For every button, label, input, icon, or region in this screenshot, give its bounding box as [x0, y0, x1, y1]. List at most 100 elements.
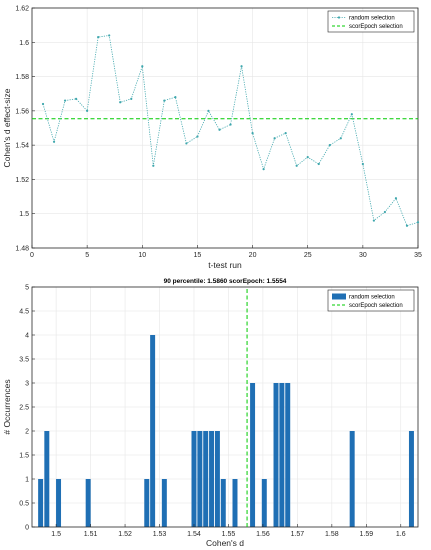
- data-point: [163, 99, 166, 102]
- data-point: [174, 96, 177, 99]
- histogram-bar: [191, 431, 197, 527]
- data-point: [295, 164, 298, 167]
- y-tick-label: 1.52: [15, 177, 29, 184]
- y-axis-label: # Occurrences: [2, 379, 12, 434]
- y-tick-label: 0.5: [19, 501, 29, 508]
- legend-swatch-random: [332, 293, 346, 300]
- data-point: [262, 168, 265, 171]
- y-tick-label: 2: [25, 429, 29, 436]
- y-tick-label: 1.5: [19, 453, 29, 460]
- y-tick-label: 3.5: [19, 357, 29, 364]
- histogram-bar: [279, 383, 285, 527]
- data-point: [416, 221, 420, 224]
- legend-box: [327, 10, 415, 33]
- legend-label-scorepoch: scorEpoch selection: [349, 303, 403, 309]
- x-tick-label: 15: [194, 252, 202, 259]
- histogram-bar: [214, 431, 220, 527]
- x-tick-label: 1.56: [256, 531, 270, 538]
- x-tick-label: 5: [85, 252, 89, 259]
- y-tick-label: 0: [25, 525, 29, 532]
- y-tick-label: 3: [25, 381, 29, 388]
- data-point: [339, 137, 342, 140]
- histogram-bar: [285, 383, 291, 527]
- data-point: [52, 140, 56, 143]
- data-point: [372, 219, 375, 222]
- x-tick-label: 1.6: [396, 531, 406, 538]
- data-point: [240, 65, 243, 68]
- x-tick-label: 1.55: [222, 531, 236, 538]
- x-tick-label: 1.58: [325, 531, 339, 538]
- y-tick-label: 1.56: [15, 108, 29, 115]
- histogram-bar: [408, 431, 414, 527]
- data-point: [86, 109, 89, 112]
- x-tick-label: 35: [414, 252, 422, 259]
- data-point: [141, 65, 144, 68]
- data-point: [108, 34, 111, 37]
- legend-label-scorepoch: scorEpoch selection: [349, 24, 403, 30]
- histogram-bar: [273, 383, 279, 527]
- series-random-line: [42, 34, 419, 227]
- data-point: [273, 137, 276, 140]
- x-tick-label: 10: [138, 252, 146, 259]
- histogram-bar: [44, 431, 50, 527]
- histogram-bar: [38, 479, 44, 527]
- y-tick-label: 1.5: [19, 211, 29, 218]
- data-point: [251, 132, 254, 135]
- data-point: [284, 132, 287, 135]
- x-axis-label: Cohen's d: [206, 538, 244, 548]
- x-tick-label: 25: [304, 252, 312, 259]
- histogram-chart: 1.5 1.51 1.52 1.53 1.54 1.55 1.56 1.57 1.58 1.59 1…: [2, 278, 419, 548]
- histogram-bar: [144, 479, 150, 527]
- x-tick-label: 0: [30, 252, 34, 259]
- x-tick-label: 1.53: [153, 531, 167, 538]
- x-tick-label: 1.51: [84, 531, 98, 538]
- chart-title: 90 percentile: 1.5860 scorEpoch: 1.5554: [164, 278, 287, 285]
- histogram-bar: [161, 479, 167, 527]
- histogram-bar: [203, 431, 209, 527]
- histogram-bar: [349, 431, 355, 527]
- data-point: [97, 36, 100, 39]
- data-point: [394, 197, 398, 200]
- data-point: [405, 224, 409, 227]
- data-point: [152, 164, 155, 167]
- histogram-bar: [220, 479, 226, 527]
- y-tick-label: 1: [25, 477, 29, 484]
- histogram-bar: [85, 479, 91, 527]
- data-point: [383, 210, 387, 214]
- data-point: [41, 102, 45, 106]
- histogram-bar: [197, 431, 203, 527]
- legend: random selection scorEpoch selection: [327, 289, 415, 312]
- y-tick-label: 1.58: [15, 74, 29, 81]
- x-tick-label: 20: [249, 252, 257, 259]
- x-tick-label: 1.57: [291, 531, 305, 538]
- histogram-bar: [56, 479, 62, 527]
- data-point: [317, 162, 320, 166]
- data-point: [218, 128, 221, 131]
- x-axis-label: t-test run: [208, 260, 242, 270]
- data-point: [196, 135, 199, 138]
- data-point: [119, 101, 122, 104]
- data-point: [207, 109, 210, 112]
- x-tick-label: 1.54: [187, 531, 201, 538]
- y-tick-label: 1.54: [15, 143, 29, 150]
- x-tick-label: 1.59: [359, 531, 373, 538]
- x-tick-label: 30: [359, 252, 367, 259]
- y-tick-label: 5: [25, 285, 29, 292]
- y-tick-label: 4.5: [19, 309, 29, 316]
- histogram-bar: [150, 335, 156, 527]
- legend-marker-random: [337, 16, 341, 19]
- data-point: [75, 97, 78, 100]
- data-point: [350, 113, 353, 116]
- line-chart: 0 5 10 15 20 25 30 35 1.48 1.5 1.52 1.54 1.56 1.58 1.6…: [2, 6, 422, 271]
- x-tick-label: 1.52: [118, 531, 132, 538]
- y-tick-label: 1.48: [15, 246, 29, 253]
- histogram-bar: [232, 479, 238, 527]
- legend-label-random: random selection: [349, 295, 395, 301]
- data-point: [306, 156, 309, 159]
- legend-label-random: random selection: [349, 16, 395, 22]
- data-point: [185, 142, 188, 145]
- y-tick-label: 2.5: [19, 405, 29, 412]
- data-point: [229, 123, 232, 126]
- data-point: [63, 99, 67, 102]
